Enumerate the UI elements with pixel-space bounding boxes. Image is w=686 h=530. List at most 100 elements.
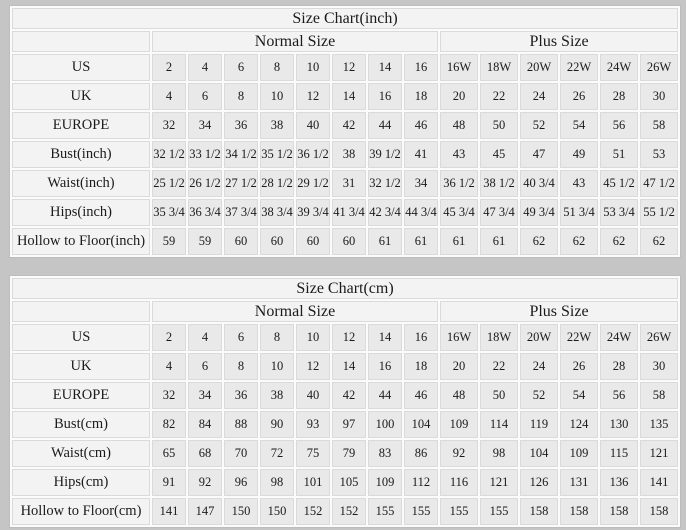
size-value-cell: 55 1/2 bbox=[640, 199, 679, 226]
size-value-cell: 14 bbox=[332, 353, 366, 380]
size-value-cell: 119 bbox=[520, 411, 558, 438]
size-value-cell: 92 bbox=[440, 440, 478, 467]
size-value-cell: 61 bbox=[480, 228, 518, 255]
size-value-cell: 29 1/2 bbox=[296, 170, 330, 197]
size-value-cell: 10 bbox=[260, 83, 294, 110]
size-value-cell: 30 bbox=[640, 353, 679, 380]
size-value-cell: 28 bbox=[600, 353, 638, 380]
size-value-cell: 56 bbox=[600, 382, 638, 409]
size-value-cell: 4 bbox=[188, 324, 222, 351]
size-row: Hips(inch) 35 3/4 36 3/4 37 3/4 38 3/4 39 3/4… bbox=[12, 199, 679, 226]
row-label: EUROPE bbox=[12, 112, 150, 139]
size-value-cell: 152 bbox=[332, 498, 366, 525]
size-value-cell: 32 bbox=[152, 382, 186, 409]
size-value-cell: 136 bbox=[600, 469, 638, 496]
size-value-cell: 58 bbox=[640, 382, 679, 409]
size-value-cell: 90 bbox=[260, 411, 294, 438]
size-value-cell: 50 bbox=[480, 112, 518, 139]
size-value-cell: 18W bbox=[480, 324, 518, 351]
size-value-cell: 16 bbox=[404, 54, 438, 81]
size-row: Bust(inch) 32 1/2 33 1/2 34 1/2 35 1/2 36 1/2… bbox=[12, 141, 679, 168]
size-value-cell: 16 bbox=[368, 353, 402, 380]
size-value-cell: 30 bbox=[640, 83, 679, 110]
size-value-cell: 44 bbox=[368, 112, 402, 139]
size-chart-cm-table: Size Chart(cm) Normal Size Plus Size US 2… bbox=[9, 275, 682, 528]
size-value-cell: 59 bbox=[188, 228, 222, 255]
size-row: Waist(inch) 25 1/2 26 1/2 27 1/2 28 1/2 29 1/… bbox=[12, 170, 679, 197]
size-value-cell: 42 bbox=[332, 112, 366, 139]
size-value-cell: 38 bbox=[260, 112, 294, 139]
size-row: US 2 4 6 8 10 12 14 16 16W 18W 20W 22W 24W 26W bbox=[12, 54, 679, 81]
size-value-cell: 20 bbox=[440, 83, 478, 110]
size-value-cell: 14 bbox=[332, 83, 366, 110]
size-row: Waist(cm) 65 68 70 72 75 79 83 86 92 98 104 109 115 12… bbox=[12, 440, 679, 467]
size-value-cell: 32 bbox=[152, 112, 186, 139]
size-value-cell: 58 bbox=[640, 112, 679, 139]
size-value-cell: 38 bbox=[332, 141, 366, 168]
size-value-cell: 126 bbox=[520, 469, 558, 496]
size-value-cell: 41 3/4 bbox=[332, 199, 366, 226]
size-value-cell: 20 bbox=[440, 353, 478, 380]
size-value-cell: 34 bbox=[188, 382, 222, 409]
size-value-cell: 53 3/4 bbox=[600, 199, 638, 226]
size-chart-inch-body: US 2 4 6 8 10 12 14 16 16W 18W 20W 22W 24W 26W UK 4 6 8 10 1… bbox=[12, 54, 679, 255]
size-value-cell: 52 bbox=[520, 382, 558, 409]
size-value-cell: 4 bbox=[188, 54, 222, 81]
size-value-cell: 43 bbox=[440, 141, 478, 168]
size-value-cell: 35 3/4 bbox=[152, 199, 186, 226]
size-value-cell: 40 3/4 bbox=[520, 170, 558, 197]
size-value-cell: 86 bbox=[404, 440, 438, 467]
size-value-cell: 65 bbox=[152, 440, 186, 467]
size-value-cell: 158 bbox=[600, 498, 638, 525]
size-value-cell: 155 bbox=[480, 498, 518, 525]
size-value-cell: 112 bbox=[404, 469, 438, 496]
size-value-cell: 38 bbox=[260, 382, 294, 409]
size-value-cell: 84 bbox=[188, 411, 222, 438]
size-value-cell: 158 bbox=[560, 498, 598, 525]
size-value-cell: 34 bbox=[188, 112, 222, 139]
size-value-cell: 16W bbox=[440, 324, 478, 351]
size-value-cell: 97 bbox=[332, 411, 366, 438]
size-value-cell: 60 bbox=[224, 228, 258, 255]
size-value-cell: 18W bbox=[480, 54, 518, 81]
row-label: UK bbox=[12, 83, 150, 110]
size-chart-cm-body: US 2 4 6 8 10 12 14 16 16W 18W 20W 22W 24W 26W UK 4 6 8 10 1… bbox=[12, 324, 679, 525]
size-value-cell: 47 bbox=[520, 141, 558, 168]
size-value-cell: 152 bbox=[296, 498, 330, 525]
row-label: EUROPE bbox=[12, 382, 150, 409]
table-title: Size Chart(inch) bbox=[12, 8, 679, 29]
size-value-cell: 155 bbox=[368, 498, 402, 525]
size-value-cell: 8 bbox=[224, 353, 258, 380]
size-value-cell: 61 bbox=[440, 228, 478, 255]
row-label: Hips(cm) bbox=[12, 469, 150, 496]
size-value-cell: 22 bbox=[480, 83, 518, 110]
size-value-cell: 26W bbox=[640, 324, 679, 351]
size-value-cell: 33 1/2 bbox=[188, 141, 222, 168]
size-value-cell: 34 bbox=[404, 170, 438, 197]
size-value-cell: 20W bbox=[520, 54, 558, 81]
row-label: Bust(inch) bbox=[12, 141, 150, 168]
size-value-cell: 36 bbox=[224, 382, 258, 409]
size-value-cell: 37 3/4 bbox=[224, 199, 258, 226]
size-value-cell: 16 bbox=[368, 83, 402, 110]
size-value-cell: 121 bbox=[640, 440, 679, 467]
size-row: Hollow to Floor(inch) 59 59 60 60 60 60 61 61 61 6… bbox=[12, 228, 679, 255]
size-value-cell: 40 bbox=[296, 382, 330, 409]
size-group-header-row: Normal Size Plus Size bbox=[12, 301, 679, 322]
size-value-cell: 44 bbox=[368, 382, 402, 409]
size-value-cell: 12 bbox=[296, 83, 330, 110]
size-value-cell: 141 bbox=[640, 469, 679, 496]
size-value-cell: 25 1/2 bbox=[152, 170, 186, 197]
size-value-cell: 50 bbox=[480, 382, 518, 409]
size-value-cell: 44 3/4 bbox=[404, 199, 438, 226]
size-value-cell: 51 bbox=[600, 141, 638, 168]
row-label: US bbox=[12, 324, 150, 351]
size-value-cell: 6 bbox=[224, 54, 258, 81]
size-value-cell: 158 bbox=[640, 498, 679, 525]
size-value-cell: 14 bbox=[368, 324, 402, 351]
size-value-cell: 38 3/4 bbox=[260, 199, 294, 226]
row-label: Hips(inch) bbox=[12, 199, 150, 226]
size-value-cell: 35 1/2 bbox=[260, 141, 294, 168]
size-value-cell: 6 bbox=[224, 324, 258, 351]
size-value-cell: 60 bbox=[296, 228, 330, 255]
